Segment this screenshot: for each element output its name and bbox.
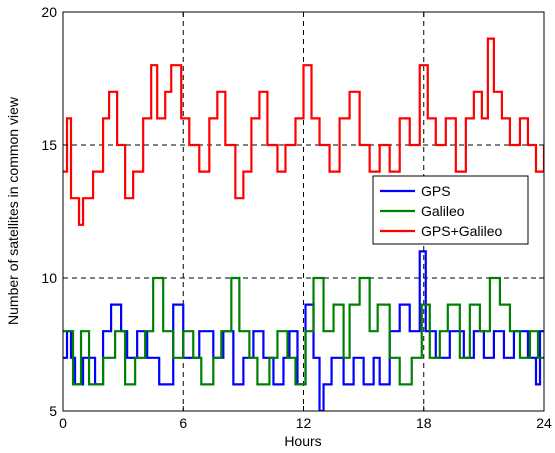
legend-label-gps: GPS	[421, 183, 451, 199]
legend-label-gps-galileo: GPS+Galileo	[421, 223, 503, 239]
x-tick-label-6: 6	[179, 415, 187, 431]
x-tick-label-0: 0	[59, 415, 67, 431]
y-tick-label-10: 10	[41, 270, 57, 286]
y-tick-label-15: 15	[41, 137, 57, 153]
axis-ticks	[62, 11, 545, 412]
x-tick-label-18: 18	[416, 415, 432, 431]
x-tick-label-12: 12	[296, 415, 312, 431]
y-tick-label-5: 5	[49, 403, 57, 419]
x-tick-label-24: 24	[536, 415, 552, 431]
x-axis-label: Hours	[284, 433, 321, 449]
tick-labels: 0 6 12 18 24 5 10 15 20	[41, 4, 552, 431]
legend-label-galileo: Galileo	[421, 203, 465, 219]
series-lines	[63, 37, 544, 411]
y-axis-label: Number of satellites in common view	[5, 96, 21, 325]
series-line-gps-galileo	[63, 37, 544, 226]
y-tick-label-20: 20	[41, 4, 57, 20]
series-line-galileo	[63, 276, 544, 386]
legend: GPS Galileo GPS+Galileo	[372, 175, 529, 245]
